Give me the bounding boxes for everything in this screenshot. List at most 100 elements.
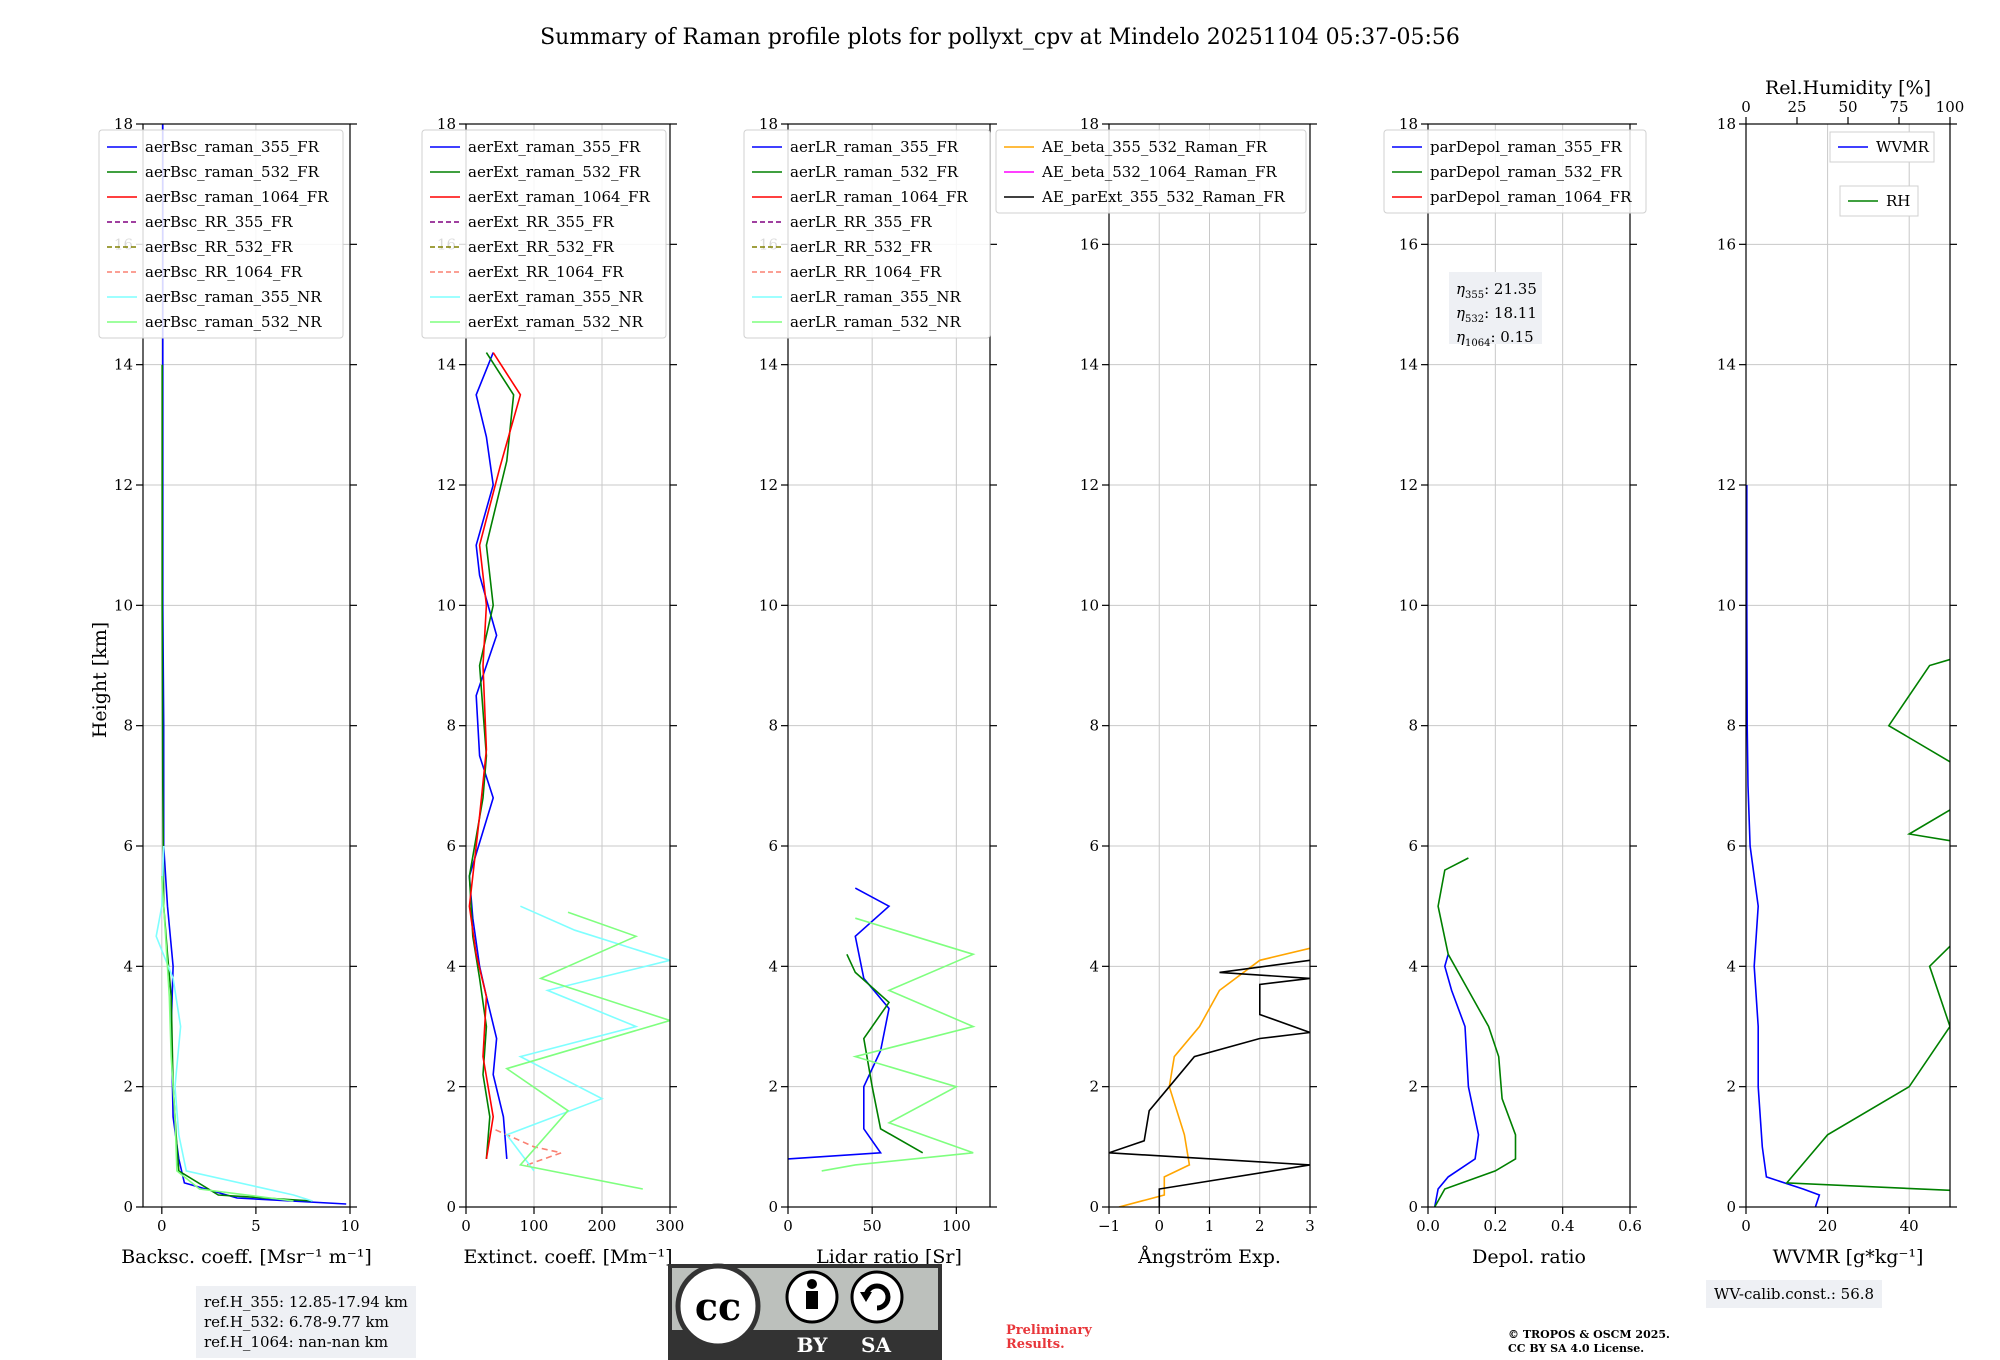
y-tick-label: 12 bbox=[1717, 476, 1736, 494]
preliminary-results-note: Preliminary Results. bbox=[1006, 1324, 1092, 1352]
x-axis-label: Backsc. coeff. [Msr⁻¹ m⁻¹] bbox=[121, 1246, 372, 1268]
panel-wvmr: 0 2 4 6 8 10 12 14 16 18 0 20 40 WVMR [g*kg⁻¹] 0 25 50 75… bbox=[1717, 77, 1965, 1268]
reference-heights-box: ref.H_355: 12.85-17.94 km ref.H_532: 6.7… bbox=[196, 1286, 416, 1358]
eta-532: η532: 18.11 bbox=[1456, 304, 1537, 325]
y-tick-label: 12 bbox=[114, 476, 133, 494]
legend-label: aerBsc_RR_355_FR bbox=[145, 213, 293, 231]
legend-box bbox=[995, 129, 1307, 214]
y-axis-label: Height [km] bbox=[89, 622, 111, 738]
y-tick-label: 0 bbox=[1089, 1198, 1099, 1216]
y-tick-label: 0 bbox=[1408, 1198, 1418, 1216]
eta-annotation: η355: 21.35 η532: 18.11 η1064: 0.15 bbox=[1449, 272, 1542, 349]
series-line-aerExt_raman_355_NR bbox=[505, 905, 670, 1172]
y-tick-label: 12 bbox=[1399, 476, 1418, 494]
preliminary-line-1: Preliminary bbox=[1006, 1323, 1092, 1338]
legend-label: aerBsc_raman_532_FR bbox=[145, 163, 320, 181]
x-tick-label: 40 bbox=[1900, 1217, 1919, 1235]
y-tick-label: 14 bbox=[1717, 356, 1736, 374]
y-tick-label: 2 bbox=[768, 1078, 778, 1096]
series-line-aerExt_raman_1064_FR bbox=[468, 352, 522, 1160]
legend-label: aerLR_RR_355_FR bbox=[790, 213, 932, 231]
y-tick-label: 18 bbox=[1717, 115, 1736, 133]
legend-label: aerBsc_raman_1064_FR bbox=[145, 188, 329, 206]
panel-backscatter: 0246810121416180510Backsc. coeff. [Msr⁻¹… bbox=[98, 115, 372, 1268]
legend-label: aerBsc_RR_532_FR bbox=[145, 238, 293, 256]
axes-frame bbox=[1427, 123, 1631, 1208]
y-tick-label: 14 bbox=[114, 356, 133, 374]
legend-label: AE_beta_532_1064_Raman_FR bbox=[1041, 163, 1277, 181]
y-tick-label: 8 bbox=[1089, 717, 1099, 735]
x-tick-label: 0.2 bbox=[1483, 1217, 1507, 1235]
series-line-aerLR_raman_532_NR bbox=[821, 917, 976, 1172]
legend-box bbox=[421, 129, 667, 339]
series-line-RH bbox=[1785, 658, 1950, 1192]
y-tick-label: 16 bbox=[1717, 235, 1736, 253]
y-tick-label: 10 bbox=[114, 596, 133, 614]
top-x-tick-label: 0 bbox=[1741, 98, 1751, 116]
series-line-parDepol_raman_532_FR bbox=[1434, 857, 1517, 1207]
y-tick-label: 4 bbox=[123, 957, 133, 975]
top-x-tick-label: 50 bbox=[1838, 98, 1857, 116]
legend-box bbox=[1383, 129, 1647, 214]
legend-label: aerLR_raman_355_NR bbox=[790, 288, 961, 306]
y-tick-label: 4 bbox=[1726, 957, 1736, 975]
y-tick-label: 14 bbox=[1399, 356, 1418, 374]
ref-h-1064: ref.H_1064: nan-nan km bbox=[204, 1333, 389, 1351]
series-line-AE_parExt_355_532_Raman_FR bbox=[1109, 959, 1310, 1207]
copyright-line-1: © TROPOS & OSCM 2025. bbox=[1508, 1328, 1670, 1341]
y-tick-label: 2 bbox=[1726, 1078, 1736, 1096]
x-tick-label: 2 bbox=[1255, 1217, 1265, 1235]
legend-label: WVMR bbox=[1876, 138, 1930, 156]
legend-label: parDepol_raman_532_FR bbox=[1430, 163, 1623, 181]
top-x-tick-label: 75 bbox=[1889, 98, 1908, 116]
x-axis-label: WVMR [g*kg⁻¹] bbox=[1773, 1246, 1924, 1268]
y-tick-label: 0 bbox=[768, 1198, 778, 1216]
x-tick-label: 0.0 bbox=[1416, 1217, 1440, 1235]
y-tick-label: 16 bbox=[1399, 235, 1418, 253]
series-line-aerBsc_raman_355_NR bbox=[155, 845, 313, 1202]
legend-label: aerExt_raman_355_FR bbox=[468, 138, 641, 156]
figure-title: Summary of Raman profile plots for polly… bbox=[540, 25, 1460, 50]
legend-label: aerExt_raman_532_NR bbox=[468, 313, 644, 331]
x-tick-label: 200 bbox=[588, 1217, 617, 1235]
x-axis-label: Extinct. coeff. [Mm⁻¹] bbox=[463, 1246, 672, 1268]
panel-depol: 0 2 4 6 8 10 12 14 16 18 0.0 0.2 0.4 0.6 Depol. ratio p… bbox=[1383, 115, 1647, 1268]
x-tick-label: 100 bbox=[942, 1217, 971, 1235]
cc-icon bbox=[675, 1263, 761, 1349]
wv-calibration-constant: WV-calib.const.: 56.8 bbox=[1706, 1280, 1883, 1308]
series-line-aerExt_RR_1064_FR bbox=[492, 1128, 565, 1166]
legend-label: aerBsc_raman_355_FR bbox=[145, 138, 320, 156]
ref-h-355: ref.H_355: 12.85-17.94 km bbox=[204, 1293, 408, 1311]
y-tick-label: 12 bbox=[1080, 476, 1099, 494]
legend-label: parDepol_raman_1064_FR bbox=[1430, 188, 1632, 206]
y-tick-label: 6 bbox=[1726, 837, 1736, 855]
copyright-line-2: CC BY SA 4.0 License. bbox=[1508, 1342, 1645, 1355]
cc-sa-label: SA bbox=[861, 1333, 891, 1357]
x-axis-label: Lidar ratio [Sr] bbox=[816, 1246, 962, 1268]
series-line-aerBsc_raman_532_FR bbox=[161, 364, 313, 1202]
eta-355: η355: 21.35 bbox=[1456, 280, 1537, 301]
legend-label: aerLR_raman_532_NR bbox=[790, 313, 961, 331]
x-tick-label: 10 bbox=[340, 1217, 359, 1235]
y-tick-label: 18 bbox=[1399, 115, 1418, 133]
top-x-tick-label: 25 bbox=[1787, 98, 1806, 116]
x-tick-label: 0 bbox=[1154, 1217, 1164, 1235]
series-line-aerExt_raman_355_FR bbox=[468, 352, 508, 1159]
legend-box bbox=[743, 129, 991, 339]
series-line-aerBsc_raman_532_NR bbox=[161, 876, 294, 1202]
cc-by-label: BY bbox=[797, 1333, 829, 1357]
y-tick-label: 16 bbox=[1080, 235, 1099, 253]
x-tick-label: 0 bbox=[157, 1217, 167, 1235]
y-tick-label: 14 bbox=[759, 356, 778, 374]
y-tick-label: 18 bbox=[114, 115, 133, 133]
legend-label: aerExt_raman_1064_FR bbox=[468, 188, 650, 206]
top-x-tick-label: 100 bbox=[1936, 98, 1965, 116]
legend-label: aerLR_raman_1064_FR bbox=[790, 188, 968, 206]
y-tick-label: 14 bbox=[1080, 356, 1099, 374]
legend-label: parDepol_raman_355_FR bbox=[1430, 138, 1623, 156]
y-tick-label: 6 bbox=[1089, 837, 1099, 855]
preliminary-line-2: Results. bbox=[1006, 1337, 1065, 1352]
legend-label: aerBsc_raman_355_NR bbox=[145, 288, 322, 306]
legend-label: aerLR_raman_355_FR bbox=[790, 138, 959, 156]
